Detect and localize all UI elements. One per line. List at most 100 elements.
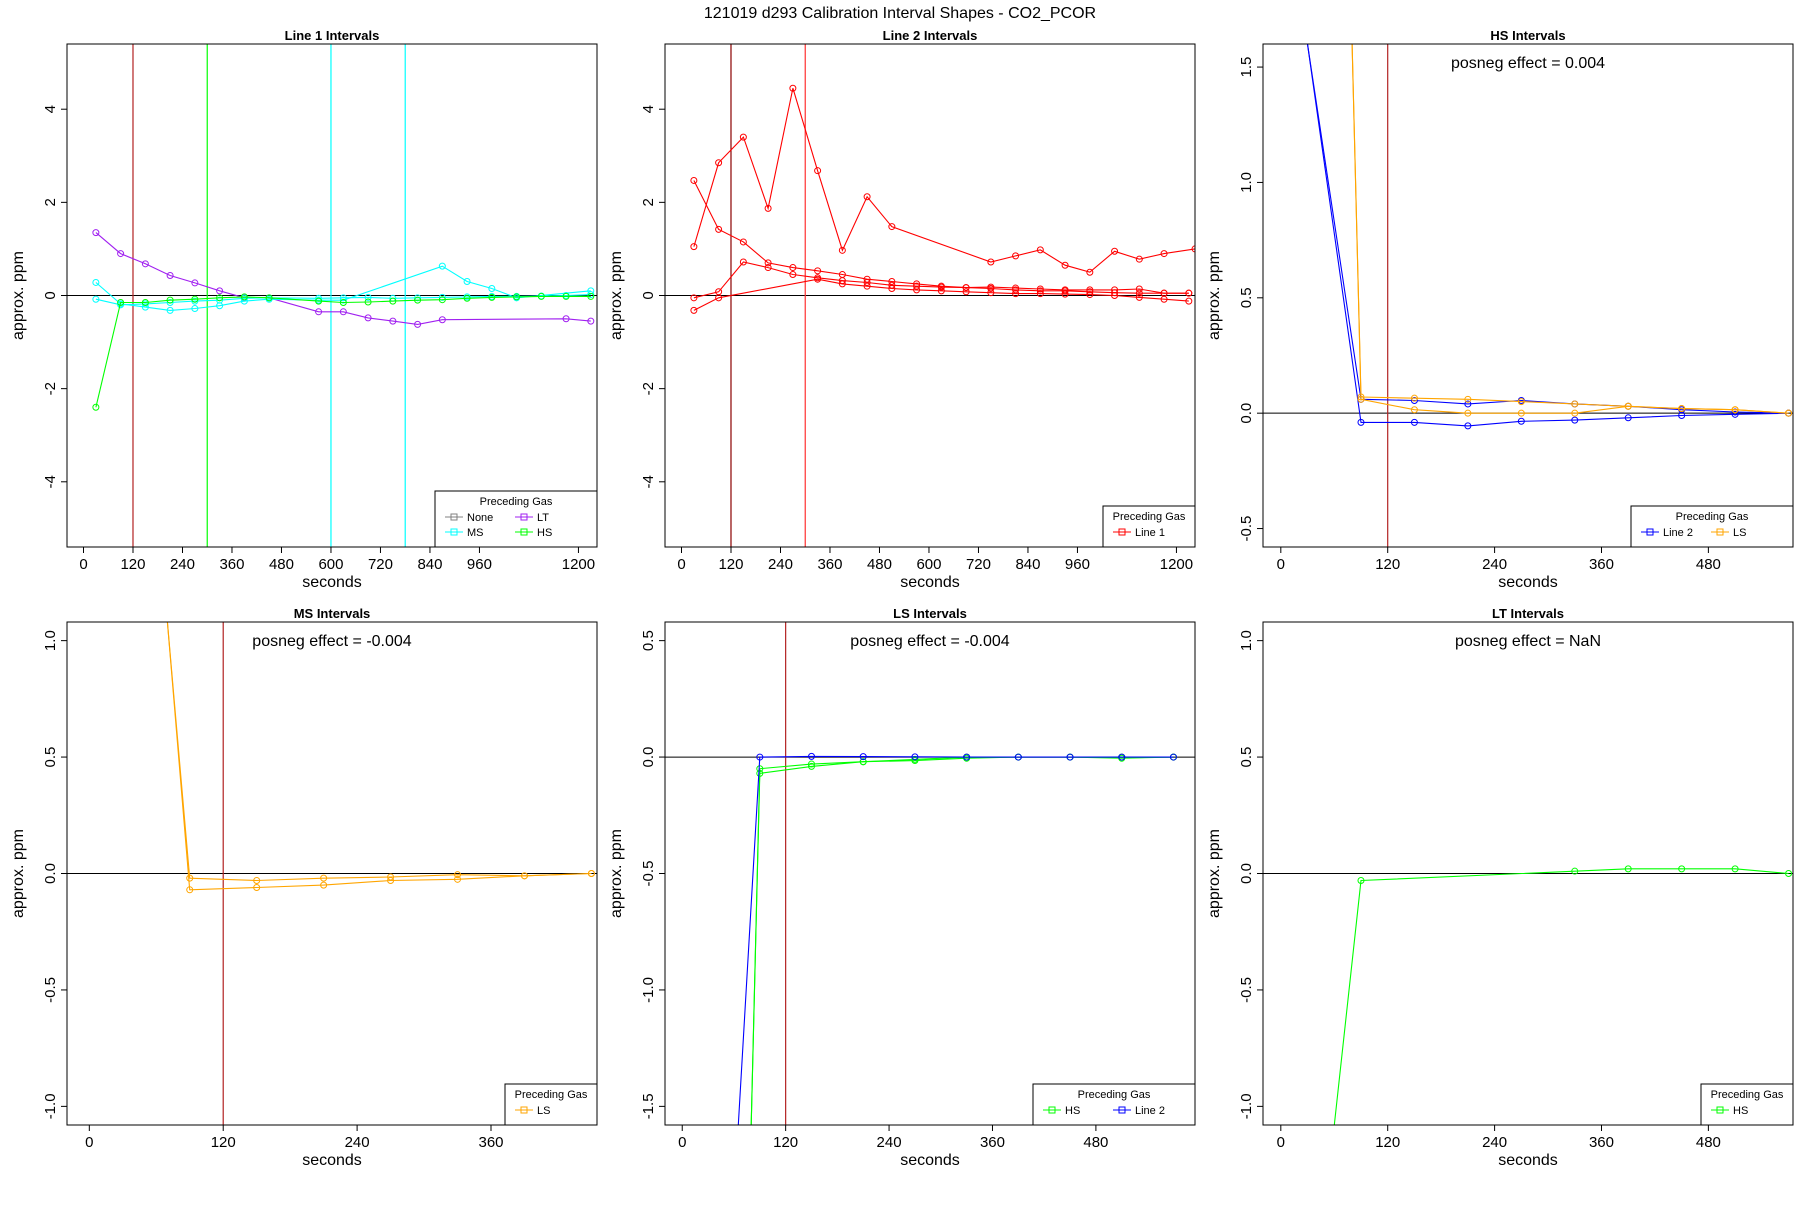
data-point — [186, 886, 194, 894]
y-axis-label: approx. ppm — [10, 829, 27, 918]
legend-label: HS — [537, 527, 552, 539]
legend-label: HS — [1065, 1105, 1080, 1117]
data-point — [690, 176, 698, 184]
y-tick-label: -1.5 — [640, 1093, 657, 1119]
plot-area — [665, 44, 1195, 547]
y-tick-label: 0.5 — [1238, 747, 1255, 768]
legend-box — [1102, 505, 1196, 548]
data-point — [454, 871, 462, 879]
data-point — [438, 262, 446, 270]
y-axis-label: approx. ppm — [1206, 251, 1223, 340]
data-point — [364, 314, 372, 322]
series-line — [1351, 44, 1789, 414]
x-tick-label: 120 — [1375, 556, 1400, 573]
legend-box — [434, 490, 598, 548]
x-axis-label: seconds — [302, 574, 362, 591]
y-tick-label: 2 — [640, 198, 657, 206]
series-ls — [1351, 44, 1793, 417]
legend-entry: Line 1 — [1113, 527, 1165, 539]
legend-entry: HS — [1711, 1105, 1748, 1117]
x-tick-label: 480 — [1696, 556, 1721, 573]
data-point — [1061, 286, 1069, 294]
legend-marker — [520, 528, 528, 536]
data-point — [454, 875, 462, 883]
data-point — [1464, 409, 1472, 417]
plot-area — [665, 622, 1195, 1125]
data-point — [1410, 418, 1418, 426]
data-point — [414, 296, 422, 304]
x-tick-label: 480 — [867, 556, 892, 573]
data-point — [92, 403, 100, 411]
y-tick-label: 0.0 — [42, 863, 59, 884]
data-point — [339, 298, 347, 306]
data-point — [117, 298, 125, 306]
data-point — [216, 287, 224, 295]
x-tick-label: 360 — [817, 556, 842, 573]
series-line-1 — [690, 84, 1195, 276]
x-tick-label: 360 — [478, 1134, 503, 1151]
data-point — [253, 876, 261, 884]
data-point — [1086, 268, 1094, 276]
legend-title: Preceding Gas — [515, 1089, 588, 1101]
data-point — [863, 278, 871, 286]
y-tick-label: -1.0 — [640, 977, 657, 1003]
legend-marker — [450, 528, 458, 536]
panel-3: HS Intervals 0 120 240 360 480 seconds -0.5 0.0 0… — [1206, 28, 1794, 591]
data-point — [1185, 289, 1193, 297]
legend-label: LS — [1733, 527, 1746, 539]
data-point — [1086, 286, 1094, 294]
y-axis: -0.5 0.0 0.5 1.0 1.5 approx. ppm — [1206, 57, 1263, 541]
plot-frame — [664, 621, 1196, 1126]
data-point — [1061, 261, 1069, 269]
data-point — [1571, 400, 1579, 408]
data-point — [216, 296, 224, 304]
legend-entry: LS — [515, 1105, 550, 1117]
plot-area — [1263, 44, 1793, 547]
legend-entry: None — [445, 512, 493, 524]
panel-title: Line 1 Intervals — [285, 28, 380, 43]
data-point — [92, 295, 100, 303]
y-tick-label: 1.0 — [42, 630, 59, 651]
legend-entry: HS — [515, 527, 552, 539]
data-point — [1012, 286, 1020, 294]
legend-marker — [1716, 528, 1724, 536]
x-tick-label: 360 — [1589, 1134, 1614, 1151]
data-point — [739, 133, 747, 141]
data-point — [764, 259, 772, 267]
data-point — [1731, 410, 1739, 418]
y-axis-label: approx. ppm — [10, 251, 27, 340]
series-line — [1333, 868, 1789, 1125]
legend-title: Preceding Gas — [1711, 1089, 1784, 1101]
data-point — [1357, 418, 1365, 426]
data-point — [987, 258, 995, 266]
x-axis-label: seconds — [302, 1152, 362, 1169]
data-point — [320, 881, 328, 889]
data-point — [537, 292, 545, 300]
x-tick-label: 840 — [417, 556, 442, 573]
data-point — [1160, 295, 1168, 303]
data-point — [414, 320, 422, 328]
data-point — [715, 225, 723, 233]
data-point — [253, 883, 261, 891]
legend-marker — [520, 513, 528, 521]
x-axis: 0 120 240 360 480 seconds — [1277, 1125, 1721, 1169]
series-ls — [166, 622, 595, 894]
data-point — [715, 294, 723, 302]
legend: Preceding Gas HS Line 2 — [1032, 1083, 1196, 1126]
series-line — [166, 622, 592, 891]
data-point — [937, 283, 945, 291]
data-point — [1410, 406, 1418, 414]
data-point — [1731, 408, 1739, 416]
data-point — [1135, 293, 1143, 301]
data-point — [389, 297, 397, 305]
y-tick-label: -0.5 — [1238, 977, 1255, 1003]
series-line-1 — [690, 258, 1193, 302]
data-point — [1785, 870, 1793, 877]
panel-6: LT Intervals 0 120 240 360 480 seconds -1.0 -0.5… — [1206, 606, 1794, 1169]
data-point — [1624, 402, 1632, 410]
series-line — [693, 261, 1189, 299]
data-point — [739, 238, 747, 246]
x-axis-label: seconds — [900, 1152, 960, 1169]
x-tick-label: 1200 — [562, 556, 595, 573]
y-tick-label: 2 — [42, 198, 59, 206]
